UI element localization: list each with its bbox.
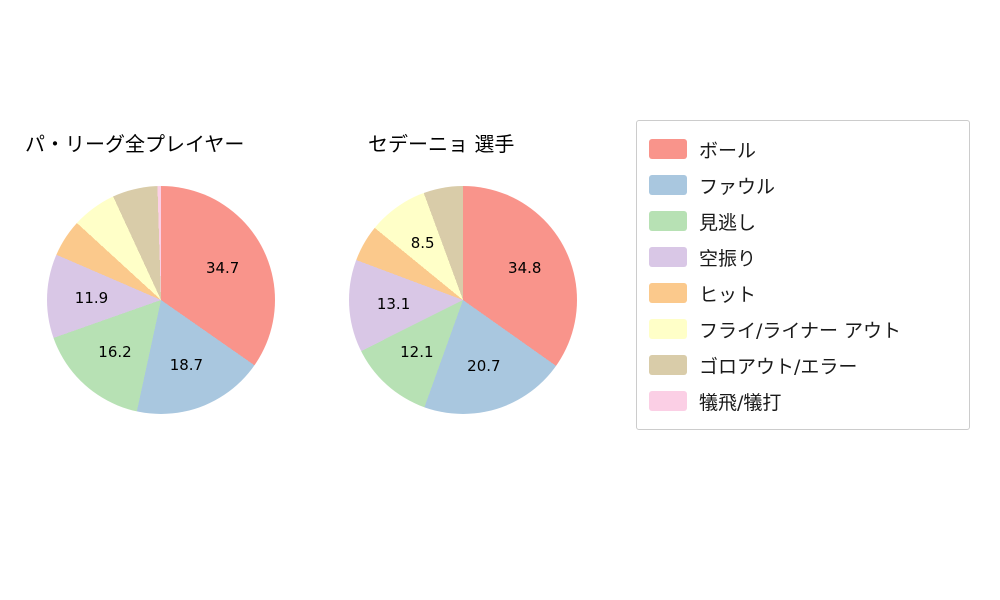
legend-swatch [649,175,687,195]
legend-label: ファウル [699,175,776,198]
legend: ボールファウル見逃し空振りヒットフライ/ライナー アウト ゴロアウト/エラー 犠飛/… [636,120,970,430]
legend-swatch [649,283,687,303]
legend-label: 犠飛/犠打 [699,391,782,414]
legend-item: ボール [637,131,969,167]
legend-item: 犠飛/犠打 [637,383,969,419]
legend-label: ボール [699,139,757,162]
slice-value-label: 11.9 [74,288,109,307]
legend-label: ヒット [699,283,757,306]
slice-value-label: 34.8 [508,259,542,278]
legend-label: フライ/ライナー アウト [699,319,902,342]
legend-item: ゴロアウト/エラー [637,347,969,383]
legend-item: 見逃し [637,203,969,239]
legend-item: ヒット [637,275,969,311]
slice-value-label: 8.5 [410,234,435,253]
slice-value-label: 20.7 [467,357,501,376]
left-pie-title: パ・リーグ全プレイヤー [25,132,245,156]
slice-value-label: 13.1 [376,294,411,313]
right-pie-title: セデーニョ 選手 [368,132,515,156]
slice-value-label: 16.2 [98,343,132,362]
left-pie-chart: 34.7 18.7 16.2 11.9 [47,186,275,414]
legend-label: 空振り [699,247,757,270]
legend-label: 見逃し [699,211,757,234]
legend-swatch [649,391,687,411]
legend-swatch [649,211,687,231]
legend-label: ゴロアウト/エラー [699,355,858,378]
right-pie-chart: 34.8 20.7 12.1 13.1 8.5 [349,186,577,414]
legend-item: 空振り [637,239,969,275]
slice-value-label: 18.7 [169,355,204,374]
slice-value-label: 12.1 [400,343,434,362]
legend-swatch [649,247,687,267]
legend-list: ボールファウル見逃し空振りヒットフライ/ライナー アウト ゴロアウト/エラー 犠飛/… [637,131,969,419]
legend-swatch [649,355,687,375]
legend-item: ファウル [637,167,969,203]
legend-swatch [649,139,687,159]
legend-swatch [649,319,687,339]
slice-value-label: 34.7 [205,258,240,277]
legend-item: フライ/ライナー アウト [637,311,969,347]
